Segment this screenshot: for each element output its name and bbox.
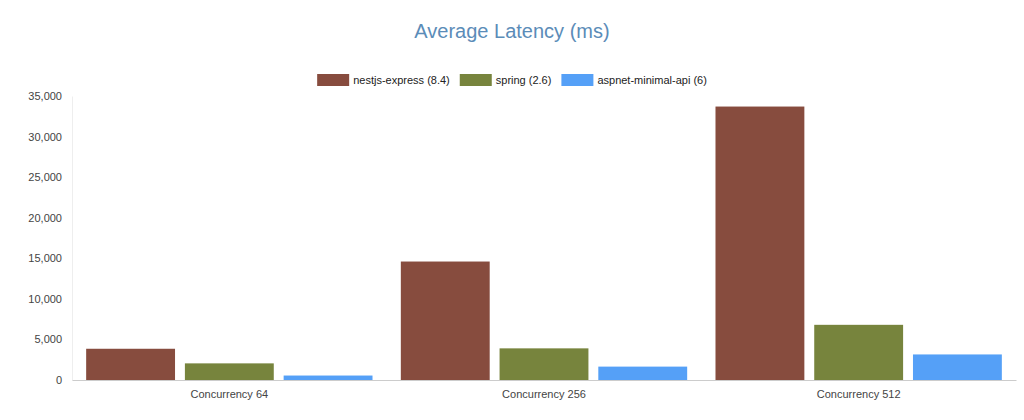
y-tick-label: 30,000: [28, 131, 62, 143]
y-tick: 15,000: [28, 252, 72, 264]
y-tick-label: 0: [56, 374, 62, 386]
bar: [913, 354, 1002, 380]
x-tick: Concurrency 512: [817, 380, 901, 400]
y-tick-label: 35,000: [28, 90, 62, 102]
y-axis: 0 5,000 10,000 15,000 20,000 25,000 30,000 35,0…: [28, 90, 72, 386]
bar: [500, 348, 589, 380]
bars: [86, 107, 1002, 380]
bar: [284, 376, 373, 380]
legend: nestjs-express (8.4) spring (2.6) aspnet-m…: [317, 74, 707, 86]
y-tick: 30,000: [28, 131, 72, 143]
y-tick: 25,000: [28, 171, 72, 183]
x-tick-label: Concurrency 256: [502, 388, 586, 400]
x-axis: Concurrency 64 Concurrency 256 Concurrency…: [73, 380, 1017, 400]
bar: [86, 349, 175, 380]
legend-swatch: [561, 74, 593, 86]
legend-swatch: [460, 74, 492, 86]
y-tick: 20,000: [28, 212, 72, 224]
y-tick-label: 5,000: [34, 333, 62, 345]
plot-area: 0 5,000 10,000 15,000 20,000 25,000 30,000 35,0…: [28, 90, 1016, 400]
legend-label: aspnet-minimal-api (6): [597, 74, 706, 86]
y-tick-label: 15,000: [28, 252, 62, 264]
legend-item: aspnet-minimal-api (6): [561, 74, 706, 86]
bar: [715, 107, 804, 380]
bar: [598, 367, 687, 380]
chart: Average Latency (ms) nestjs-express (8.4)…: [0, 0, 1024, 420]
y-tick: 0: [56, 374, 72, 386]
bar: [401, 262, 490, 380]
x-tick-label: Concurrency 512: [817, 388, 901, 400]
x-tick: Concurrency 256: [502, 380, 586, 400]
title: Average Latency (ms): [414, 20, 609, 42]
bar: [185, 363, 274, 380]
legend-item: nestjs-express (8.4): [317, 74, 450, 86]
legend-swatch: [317, 74, 349, 86]
y-axis-line: [72, 97, 73, 381]
bar: [814, 325, 903, 380]
y-tick-label: 25,000: [28, 171, 62, 183]
x-axis-line: [73, 380, 1017, 381]
legend-label: nestjs-express (8.4): [353, 74, 450, 86]
y-tick: 10,000: [28, 293, 72, 305]
legend-item: spring (2.6): [460, 74, 552, 86]
x-tick-label: Concurrency 64: [191, 388, 269, 400]
y-tick: 5,000: [34, 333, 72, 345]
y-tick-label: 10,000: [28, 293, 62, 305]
y-tick: 35,000: [28, 90, 72, 102]
x-tick: Concurrency 64: [191, 380, 269, 400]
y-tick-label: 20,000: [28, 212, 62, 224]
legend-label: spring (2.6): [496, 74, 552, 86]
